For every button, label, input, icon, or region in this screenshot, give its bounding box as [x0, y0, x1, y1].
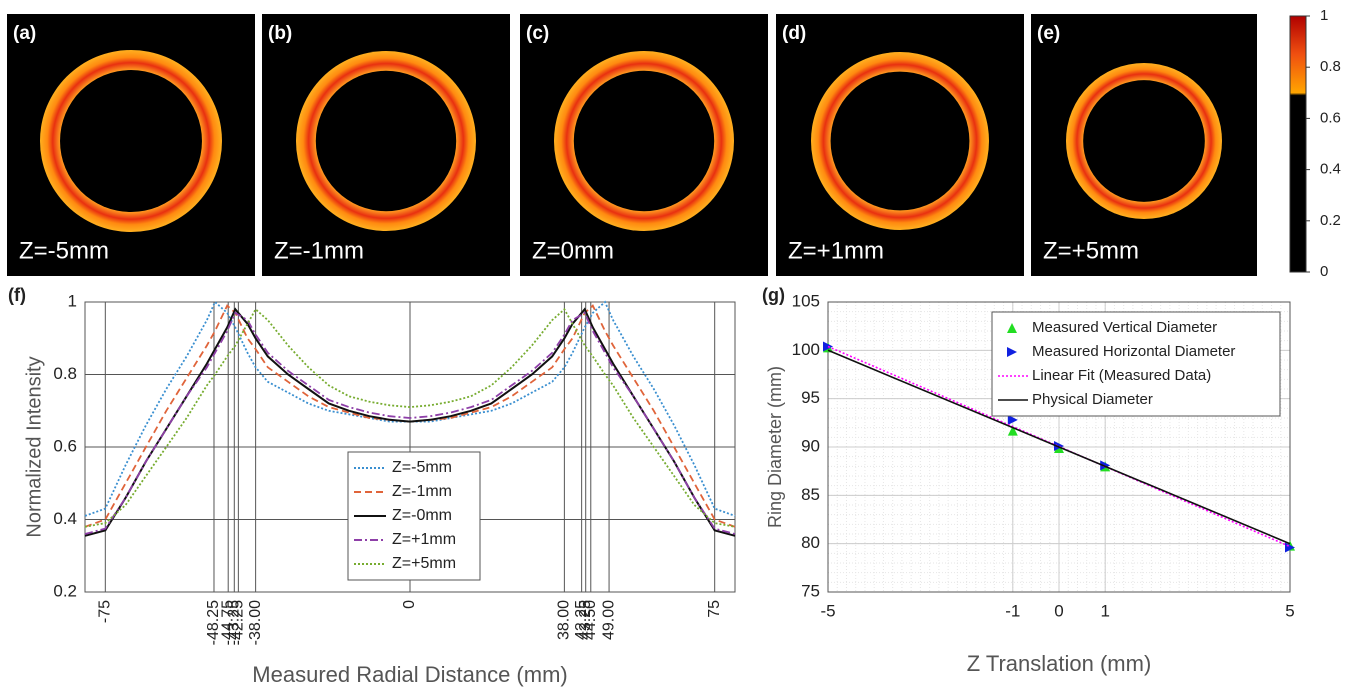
- figure: (a) Z=-5mm (b) Z=-1mm (c) Z=0mm (d) Z=+1mm (e) Z=…: [0, 0, 1353, 688]
- x-tick-label: -5: [820, 601, 835, 620]
- legend-label: Z=-1mm: [392, 483, 452, 500]
- x-tick-label: 75: [706, 600, 723, 618]
- x-tick-label: 1: [1100, 601, 1109, 620]
- panel-caption: Z=0mm: [532, 237, 614, 264]
- colorbar-tick-label: 0.4: [1320, 161, 1341, 178]
- colorbar-tick-label: 0.6: [1320, 109, 1341, 126]
- y-tick-label: 90: [801, 436, 820, 455]
- panel-label: (g): [762, 285, 785, 305]
- colorbar-tick-label: 0.2: [1320, 212, 1341, 229]
- x-tick-label: 49.00: [600, 600, 617, 640]
- y-tick-label: 0.4: [53, 509, 77, 528]
- panel-label: (c): [526, 23, 549, 44]
- legend-label: Z=-0mm: [392, 507, 452, 524]
- legend-label: Measured Vertical Diameter: [1032, 319, 1217, 336]
- ring-hole: [316, 71, 456, 211]
- x-tick-label: 0: [1054, 601, 1063, 620]
- x-tick-label: 38.00: [556, 600, 573, 640]
- colorbar-tick-label: 1: [1320, 7, 1328, 24]
- panel-caption: Z=+5mm: [1043, 237, 1139, 264]
- panel-label: (d): [782, 23, 806, 44]
- y-tick-label: 1: [68, 291, 77, 310]
- legend-label: Linear Fit (Measured Data): [1032, 367, 1211, 384]
- ring-hole: [574, 71, 714, 211]
- panel-label: (a): [13, 23, 36, 44]
- y-tick-label: 100: [792, 340, 820, 359]
- y-tick-label: 105: [792, 291, 820, 310]
- panel-caption: Z=-5mm: [19, 237, 109, 264]
- y-tick-label: 95: [801, 388, 820, 407]
- legend-label: Z=+5mm: [392, 555, 456, 572]
- y-tick-label: 85: [801, 485, 820, 504]
- ring-hole: [60, 70, 202, 212]
- panel-caption: Z=-1mm: [274, 237, 364, 264]
- ring-hole: [1083, 80, 1205, 202]
- y-tick-label: 0.2: [53, 581, 77, 600]
- y-tick-label: 0.8: [53, 364, 77, 383]
- panel-caption: Z=+1mm: [788, 237, 884, 264]
- panel-label: (f): [8, 285, 26, 305]
- x-tick-label: -75: [97, 600, 114, 623]
- x-tick-label: -38.00: [247, 600, 264, 645]
- legend-label: Z=+1mm: [392, 531, 456, 548]
- x-tick-label: 0: [401, 600, 418, 609]
- colorbar-tick-label: 0.8: [1320, 58, 1341, 75]
- y-axis-label: Normalized Intensity: [23, 356, 45, 537]
- x-axis-label: Measured Radial Distance (mm): [252, 662, 567, 687]
- ring-hole: [831, 72, 970, 211]
- x-tick-label: 44.50: [582, 600, 599, 640]
- x-tick-label: -1: [1005, 601, 1020, 620]
- colorbar: [1290, 16, 1306, 272]
- panel-label: (e): [1037, 23, 1060, 44]
- y-tick-label: 75: [801, 581, 820, 600]
- y-tick-label: 80: [801, 533, 820, 552]
- legend-label: Physical Diameter: [1032, 391, 1153, 408]
- x-axis-label: Z Translation (mm): [967, 651, 1152, 676]
- x-tick-label: -42.25: [230, 600, 247, 645]
- x-tick-label: 5: [1285, 601, 1294, 620]
- panel-label: (b): [268, 23, 292, 44]
- colorbar-tick-label: 0: [1320, 263, 1328, 280]
- legend-label: Z=-5mm: [392, 459, 452, 476]
- y-axis-label: Ring Diameter (mm): [765, 366, 785, 528]
- legend-label: Measured Horizontal Diameter: [1032, 343, 1235, 360]
- y-tick-label: 0.6: [53, 436, 77, 455]
